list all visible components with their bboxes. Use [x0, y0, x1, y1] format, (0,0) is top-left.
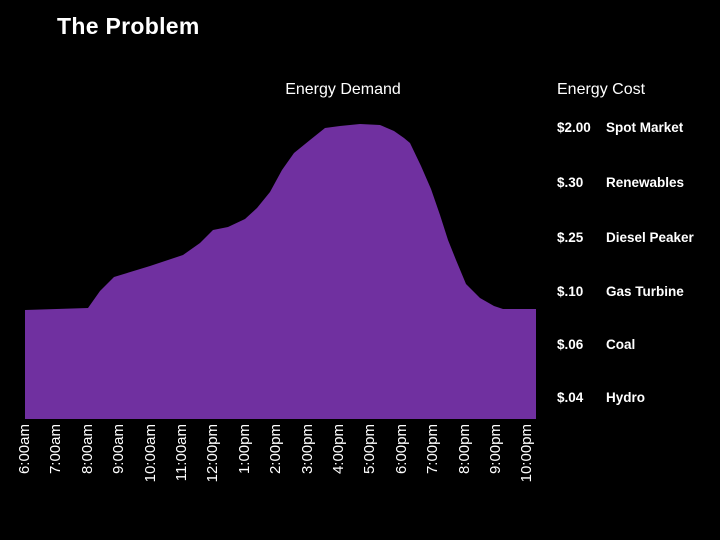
energy-cost-heading: Energy Cost: [557, 81, 646, 98]
cost-price: $2.00: [557, 120, 591, 135]
slide-title: The Problem: [57, 13, 200, 39]
x-axis-label-12:00pm: 12:00pm: [204, 424, 222, 483]
demand-area-shape: [25, 124, 536, 419]
x-axis-label-4:00pm: 4:00pm: [330, 424, 347, 475]
x-axis-label-8:00pm: 8:00pm: [455, 424, 473, 475]
cost-label: Spot Market: [606, 120, 684, 135]
cost-row-renewables: $.30 Renewables: [557, 175, 684, 190]
x-axis-label-9:00am: 9:00am: [110, 424, 128, 475]
x-axis-label-1:00pm: 1:00pm: [235, 424, 253, 475]
x-axis-label-10:00pm: 10:00pm: [518, 424, 536, 483]
x-axis-label-8:00am: 8:00am: [78, 424, 96, 475]
x-axis-label-6:00am: 6:00am: [16, 424, 33, 475]
cost-row-diesel-peaker: $.25 Diesel Peaker: [557, 230, 694, 245]
cost-price: $.06: [557, 337, 584, 352]
cost-label: Hydro: [606, 390, 646, 405]
cost-row-hydro: $.04 Hydro: [557, 390, 645, 405]
cost-price: $.04: [557, 390, 584, 405]
cost-row-spot-market: $2.00 Spot Market: [557, 120, 683, 135]
cost-label: Diesel Peaker: [606, 230, 694, 245]
cost-label: Renewables: [606, 175, 685, 190]
cost-row-gas-turbine: $.10 Gas Turbine: [557, 284, 684, 299]
cost-price: $.30: [557, 175, 584, 190]
cost-price: $.25: [557, 230, 584, 245]
cost-price: $.10: [557, 284, 584, 299]
x-axis-label-7:00pm: 7:00pm: [424, 424, 442, 475]
x-axis-label-11:00am: 11:00am: [173, 424, 190, 482]
x-axis-label-5:00pm: 5:00pm: [361, 424, 379, 475]
x-axis-label-3:00pm: 3:00pm: [298, 424, 316, 475]
x-axis-label-10:00am: 10:00am: [141, 424, 159, 483]
x-axis-label-7:00am: 7:00am: [47, 424, 65, 475]
cost-label: Coal: [606, 337, 636, 352]
x-axis-label-6:00pm: 6:00pm: [392, 424, 410, 475]
x-axis-label-9:00pm: 9:00pm: [487, 424, 504, 475]
cost-label: Gas Turbine: [606, 284, 684, 299]
cost-row-coal: $.06 Coal: [557, 337, 635, 352]
x-axis-label-2:00pm: 2:00pm: [267, 424, 285, 475]
energy-demand-heading: Energy Demand: [285, 81, 401, 98]
